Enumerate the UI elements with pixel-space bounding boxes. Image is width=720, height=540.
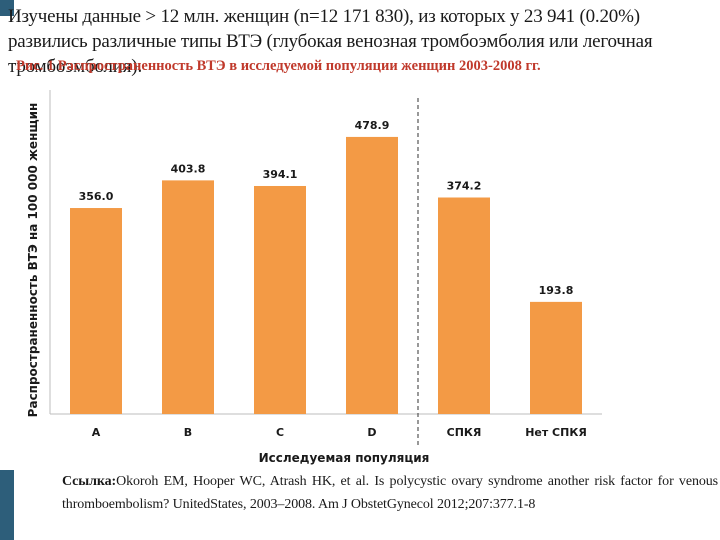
bar-6 <box>530 301 582 414</box>
slide-accent-bar-bottom <box>0 470 14 540</box>
value-label: 478.9 <box>355 119 390 132</box>
value-label: 356.0 <box>79 190 114 203</box>
reference-block: Ссылка:Okoroh EM, Hooper WC, Atrash HK, … <box>52 466 718 540</box>
reference-label: Ссылка: <box>62 474 117 489</box>
x-tick-label: D <box>367 426 376 439</box>
chart-bars <box>70 136 582 414</box>
intro-text: Изучены данные > 12 млн. женщин (n=12 17… <box>8 6 653 77</box>
x-tick-label: C <box>276 426 284 439</box>
chart-axes <box>49 90 602 446</box>
bar-3 <box>254 185 306 414</box>
figure-caption: Рис. 1 Распространенность ВТЭ в исследуе… <box>16 58 541 74</box>
bar-1 <box>70 208 122 414</box>
x-tick-label: B <box>184 426 192 439</box>
value-label: 394.1 <box>263 168 298 181</box>
bar-5 <box>438 197 490 414</box>
x-tick-label: Нет СПКЯ <box>525 426 587 439</box>
chart-labels: 356.0 A 403.8 B 394.1 C 478.9 D 374.2 СПКЯ 193.8 Не… <box>26 103 587 465</box>
bar-2 <box>162 180 214 414</box>
x-tick-label: СПКЯ <box>447 426 482 439</box>
slide-accent-bar-top <box>0 0 14 16</box>
x-tick-label: A <box>92 426 101 439</box>
reference-citation: Okoroh EM, Hooper WC, Atrash HK, et al. … <box>62 474 718 512</box>
reference-text: Ссылка:Okoroh EM, Hooper WC, Atrash HK, … <box>62 470 718 516</box>
y-axis-title: Распространенность ВТЭ на 100 000 женщин <box>26 103 40 418</box>
value-label: 403.8 <box>171 162 206 175</box>
value-label: 374.2 <box>447 179 482 192</box>
bar-4 <box>346 136 398 414</box>
value-label: 193.8 <box>539 284 574 297</box>
x-axis-title: Исследуемая популяция <box>259 451 430 465</box>
